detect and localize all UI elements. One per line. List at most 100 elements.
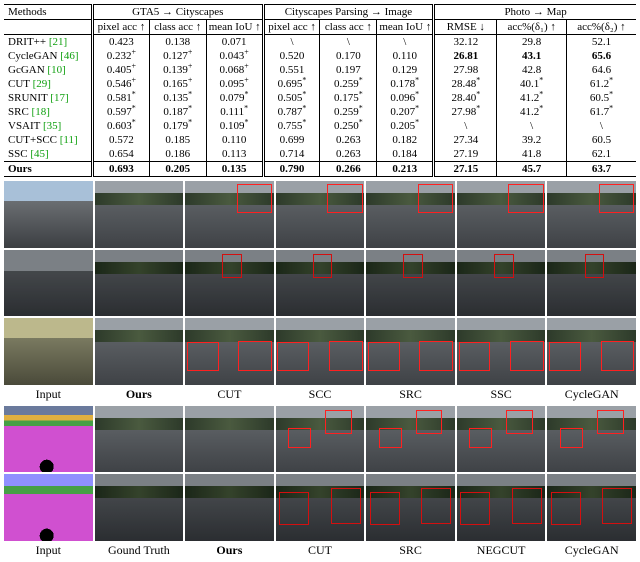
subheader-cell: class acc ↑: [149, 20, 206, 35]
grid-label: CUT: [276, 543, 365, 558]
value-cell: 0.179*: [149, 119, 206, 133]
qual-tile: [95, 318, 184, 385]
qual-tile: [457, 181, 546, 248]
value-cell: 0.597*: [92, 105, 149, 119]
method-cell: CycleGAN [46]: [4, 49, 92, 63]
grid-label: Input: [4, 387, 93, 402]
qual-tile: [547, 406, 636, 473]
grid-label: CycleGAN: [547, 387, 636, 402]
qual-tile: [95, 406, 184, 473]
value-cell: \: [263, 35, 320, 50]
highlight-box: [599, 184, 634, 213]
highlight-box: [469, 428, 492, 448]
method-cell: SRC [18]: [4, 105, 92, 119]
value-cell: 0.259*: [320, 105, 377, 119]
method-cell: CUT [29]: [4, 77, 92, 91]
value-cell: 29.8: [497, 35, 567, 50]
value-cell: 0.138: [149, 35, 206, 50]
value-cell: 0.095+: [206, 77, 263, 91]
value-cell: 0.139+: [149, 63, 206, 77]
value-cell: 0.250*: [320, 119, 377, 133]
highlight-box: [416, 410, 443, 434]
highlight-box: [549, 342, 581, 371]
value-cell: 0.263: [320, 147, 377, 162]
grid-label: SCC: [276, 387, 365, 402]
value-cell: 28.40*: [434, 91, 497, 105]
value-cell: 0.135*: [149, 91, 206, 105]
value-cell: 0.520: [263, 49, 320, 63]
qual-tile: [276, 406, 365, 473]
colgroup-header: GTA5 → Cityscapes: [92, 5, 263, 20]
highlight-box: [329, 341, 363, 372]
subheader-cell: acc%(δ₁) ↑: [497, 20, 567, 35]
highlight-box: [327, 184, 362, 213]
value-cell: 45.7: [497, 162, 567, 177]
qual-tile: [547, 181, 636, 248]
value-cell: 0.405+: [92, 63, 149, 77]
qual-tile: [185, 250, 274, 317]
value-cell: 0.129: [377, 63, 434, 77]
value-cell: 0.572: [92, 133, 149, 147]
value-cell: 65.6: [566, 49, 636, 63]
value-cell: 61.2*: [566, 77, 636, 91]
qual-tile: [276, 250, 365, 317]
method-cell: GcGAN [10]: [4, 63, 92, 77]
value-cell: 26.81: [434, 49, 497, 63]
value-cell: 0.207*: [377, 105, 434, 119]
value-cell: 0.205: [149, 162, 206, 177]
qual-tile: [457, 250, 546, 317]
value-cell: 0.197: [320, 63, 377, 77]
qual-grid-1: [4, 181, 636, 385]
qual-tile: [4, 318, 93, 385]
value-cell: \: [320, 35, 377, 50]
qual-tile: [457, 474, 546, 541]
highlight-box: [370, 492, 400, 525]
qual-tile: [185, 181, 274, 248]
value-cell: 43.1: [497, 49, 567, 63]
value-cell: 0.232+: [92, 49, 149, 63]
value-cell: 27.98*: [434, 105, 497, 119]
highlight-box: [403, 254, 422, 278]
subheader-cell: class acc ↑: [320, 20, 377, 35]
value-cell: 0.135: [206, 162, 263, 177]
highlight-box: [313, 254, 332, 278]
subheader-cell: mean IoU ↑: [377, 20, 434, 35]
subheader-cell: RMSE ↓: [434, 20, 497, 35]
value-cell: 0.165+: [149, 77, 206, 91]
qual-tile: [4, 474, 93, 541]
qual-tile: [457, 318, 546, 385]
qual-tile: [547, 318, 636, 385]
value-cell: 0.423: [92, 35, 149, 50]
value-cell: 41.2*: [497, 91, 567, 105]
value-cell: 62.1: [566, 147, 636, 162]
value-cell: 64.6: [566, 63, 636, 77]
value-cell: 27.98: [434, 63, 497, 77]
value-cell: 60.5*: [566, 91, 636, 105]
highlight-box: [506, 410, 533, 434]
method-cell: SRUNIT [17]: [4, 91, 92, 105]
value-cell: 39.2: [497, 133, 567, 147]
value-cell: 0.755*: [263, 119, 320, 133]
value-cell: 0.205*: [377, 119, 434, 133]
qual-tile: [4, 181, 93, 248]
qual-tile: [4, 250, 93, 317]
highlight-box: [597, 410, 624, 434]
value-cell: 0.079*: [206, 91, 263, 105]
value-cell: 0.714: [263, 147, 320, 162]
highlight-box: [222, 254, 241, 278]
grid2-labels: InputGound TruthOursCUTSRCNEGCUTCycleGAN: [4, 543, 636, 558]
subheader-cell: mean IoU ↑: [206, 20, 263, 35]
value-cell: 40.1*: [497, 77, 567, 91]
grid-label: Gound Truth: [95, 543, 184, 558]
value-cell: 0.170: [320, 49, 377, 63]
qual-tile: [4, 406, 93, 473]
colgroup-header: Cityscapes Parsing → Image: [263, 5, 434, 20]
qual-tile: [185, 474, 274, 541]
grid-label: NEGCUT: [457, 543, 546, 558]
value-cell: 0.184: [377, 147, 434, 162]
qual-tile: [276, 474, 365, 541]
highlight-box: [288, 428, 311, 448]
highlight-box: [238, 341, 272, 372]
highlight-box: [585, 254, 604, 278]
colgroup-header: Methods: [4, 5, 92, 20]
